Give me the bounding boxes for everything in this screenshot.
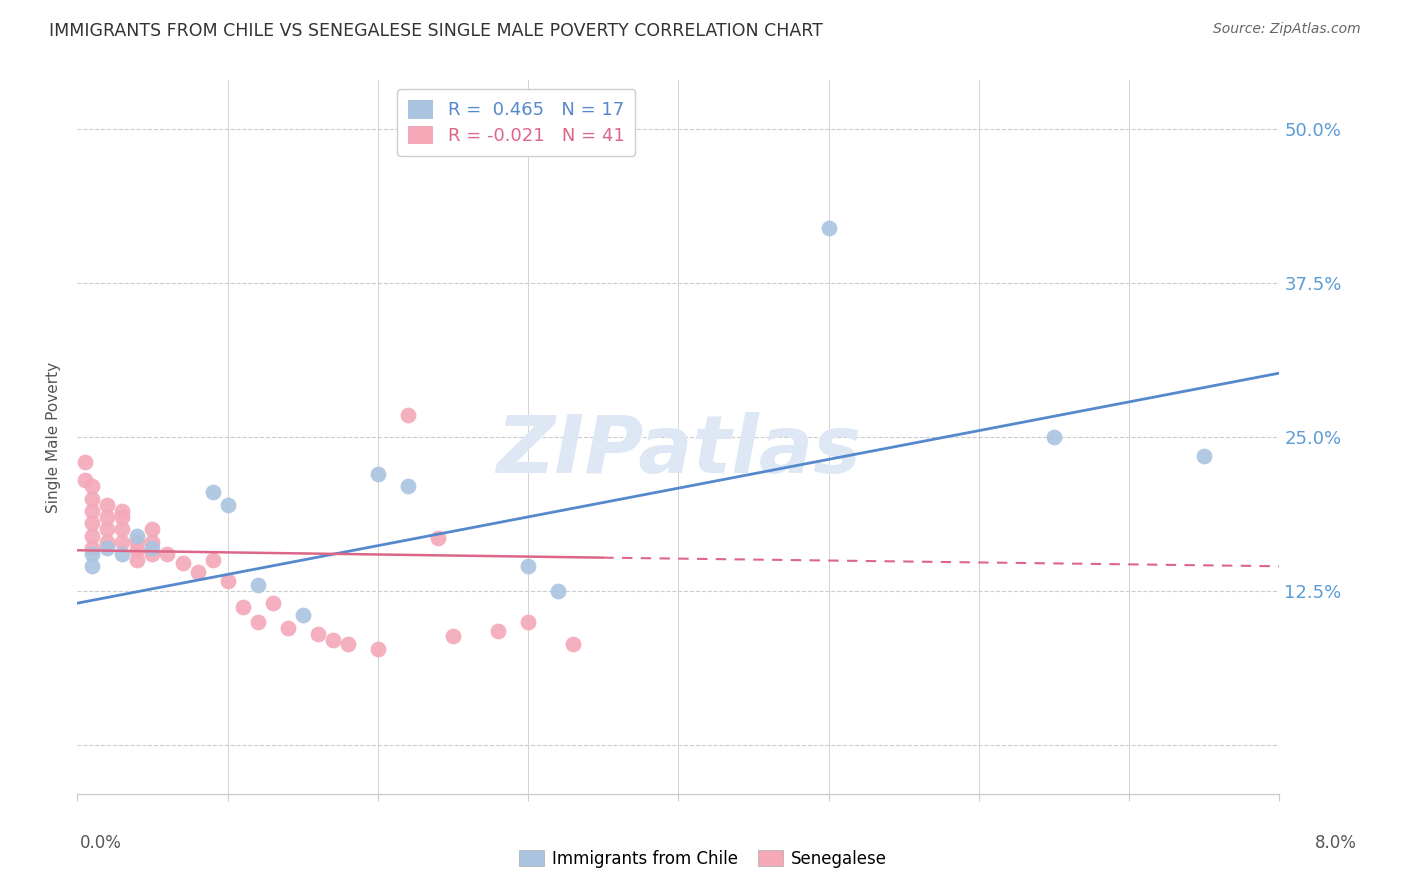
Text: 8.0%: 8.0%	[1315, 834, 1357, 852]
Point	[127, 534, 149, 549]
Point	[547, 583, 569, 598]
Point	[441, 629, 464, 643]
Point	[96, 534, 118, 549]
Point	[96, 498, 118, 512]
Point	[156, 547, 179, 561]
Point	[111, 522, 134, 536]
Point	[141, 534, 163, 549]
Point	[396, 479, 419, 493]
Y-axis label: Single Male Poverty: Single Male Poverty	[46, 361, 62, 513]
Point	[322, 633, 344, 648]
Point	[82, 528, 104, 542]
Point	[262, 596, 284, 610]
Point	[73, 473, 96, 487]
Point	[111, 547, 134, 561]
Point	[82, 491, 104, 506]
Point	[127, 528, 149, 542]
Point	[427, 531, 450, 545]
Point	[486, 624, 509, 639]
Text: Source: ZipAtlas.com: Source: ZipAtlas.com	[1213, 22, 1361, 37]
Point	[111, 510, 134, 524]
Point	[217, 498, 239, 512]
Point	[217, 574, 239, 588]
Point	[82, 559, 104, 574]
Point	[82, 504, 104, 518]
Text: 0.0%: 0.0%	[80, 834, 122, 852]
Point	[246, 578, 269, 592]
Point	[141, 522, 163, 536]
Point	[1194, 449, 1216, 463]
Point	[201, 485, 224, 500]
Point	[73, 455, 96, 469]
Point	[277, 621, 299, 635]
Point	[96, 541, 118, 555]
Point	[111, 504, 134, 518]
Point	[201, 553, 224, 567]
Point	[817, 221, 839, 235]
Point	[82, 547, 104, 561]
Point	[367, 467, 389, 481]
Point	[127, 553, 149, 567]
Point	[1043, 430, 1066, 444]
Point	[82, 516, 104, 531]
Point	[517, 559, 540, 574]
Point	[396, 408, 419, 422]
Point	[246, 615, 269, 629]
Point	[82, 541, 104, 555]
Text: ZIPatlas: ZIPatlas	[496, 412, 860, 491]
Point	[517, 615, 540, 629]
Point	[307, 627, 329, 641]
Legend: Immigrants from Chile, Senegalese: Immigrants from Chile, Senegalese	[512, 844, 894, 875]
Point	[96, 510, 118, 524]
Point	[291, 608, 314, 623]
Point	[111, 534, 134, 549]
Point	[232, 599, 254, 614]
Point	[367, 641, 389, 656]
Point	[82, 479, 104, 493]
Point	[336, 637, 359, 651]
Point	[172, 556, 194, 570]
Point	[127, 543, 149, 558]
Point	[96, 522, 118, 536]
Point	[141, 541, 163, 555]
Point	[187, 566, 209, 580]
Point	[562, 637, 585, 651]
Legend: R =  0.465   N = 17, R = -0.021   N = 41: R = 0.465 N = 17, R = -0.021 N = 41	[396, 89, 636, 156]
Point	[141, 547, 163, 561]
Text: IMMIGRANTS FROM CHILE VS SENEGALESE SINGLE MALE POVERTY CORRELATION CHART: IMMIGRANTS FROM CHILE VS SENEGALESE SING…	[49, 22, 823, 40]
